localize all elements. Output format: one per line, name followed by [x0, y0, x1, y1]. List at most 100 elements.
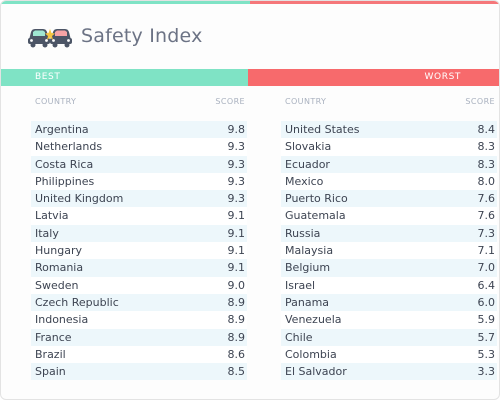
best-score-cell: 9.1 [227, 244, 246, 258]
worst-score-cell: 6.0 [477, 295, 496, 309]
best-score-cell: 8.6 [227, 347, 246, 361]
best-country-cell: Indonesia [35, 313, 89, 327]
worst-table-row: Chile 5.7 [281, 328, 497, 346]
worst-table-row: Russia 7.3 [281, 224, 497, 243]
best-table-row: Argentina 9.8 [31, 121, 247, 139]
worst-table-row: Guatemala 7.6 [281, 207, 497, 225]
worst-country-cell: El Salvador [285, 365, 347, 379]
best-country-cell: United Kingdom [35, 192, 124, 206]
worst-score-cell: 8.4 [477, 123, 496, 136]
best-table-row: United Kingdom 9.3 [31, 190, 247, 208]
worst-country-cell: Ecuador [285, 157, 330, 171]
best-score-cell: 9.1 [227, 261, 246, 275]
best-table-row: Sweden 9.0 [31, 276, 247, 294]
worst-score-cell: 5.3 [477, 347, 496, 361]
worst-table-row: Venezuela 5.9 [281, 311, 497, 329]
worst-country-cell: Guatemala [285, 209, 346, 223]
best-table-row: Czech Republic 8.9 [31, 293, 247, 312]
best-table-row: Italy 9.1 [31, 224, 247, 243]
worst-table-row: Malaysia 7.1 [281, 242, 497, 260]
page-title: Safety Index [81, 25, 203, 47]
best-table-rows: Argentina 9.8 Netherlands 9.3 Costa Rica 9.3 P… [31, 121, 247, 381]
worst-table-row: United States 8.4 [281, 121, 497, 139]
worst-score-cell: 7.0 [477, 261, 496, 275]
best-score-cell: 9.3 [227, 192, 246, 206]
worst-country-cell: Chile [285, 330, 313, 344]
worst-table-row: Colombia 5.3 [281, 345, 497, 364]
best-score-cell: 9.0 [227, 278, 246, 292]
best-country-cell: Philippines [35, 174, 95, 188]
best-country-cell: Brazil [35, 347, 66, 361]
worst-country-cell: Slovakia [285, 140, 332, 154]
best-country-cell: France [35, 330, 72, 344]
worst-score-cell: 5.9 [477, 313, 496, 327]
best-country-cell: Hungary [35, 244, 82, 258]
best-country-cell: Costa Rica [35, 157, 94, 171]
best-country-column-header: COUNTRY [35, 97, 77, 106]
worst-table: COUNTRY SCORE United States 8.4 Slovakia 8.… [281, 97, 497, 381]
top-accent-line [1, 1, 499, 4]
worst-score-cell: 7.3 [477, 226, 496, 240]
worst-score-cell: 6.4 [477, 278, 496, 292]
worst-table-row: Slovakia 8.3 [281, 138, 497, 156]
best-table-row: Brazil 8.6 [31, 345, 247, 364]
worst-country-cell: Israel [285, 278, 316, 292]
best-score-cell: 9.1 [227, 226, 246, 240]
best-table-header: COUNTRY SCORE [31, 97, 247, 113]
best-table-row: Romania 9.1 [31, 259, 247, 277]
worst-score-cell: 5.7 [477, 330, 496, 344]
best-country-cell: Spain [35, 365, 66, 379]
best-score-cell: 9.3 [227, 174, 246, 188]
worst-country-cell: Panama [285, 295, 330, 309]
best-score-cell: 9.3 [227, 140, 246, 154]
worst-country-cell: Belgium [285, 261, 331, 275]
worst-table-row: Belgium 7.0 [281, 259, 497, 277]
worst-country-cell: Colombia [285, 347, 337, 361]
best-country-cell: Argentina [35, 123, 89, 136]
worst-table-row: Ecuador 8.3 [281, 155, 497, 173]
best-table-row: Indonesia 8.9 [31, 311, 247, 329]
best-country-cell: Latvia [35, 209, 69, 223]
best-score-cell: 9.1 [227, 209, 246, 223]
worst-table-row: Mexico 8.0 [281, 172, 497, 191]
best-band-label: BEST [1, 69, 248, 86]
worst-country-cell: Venezuela [285, 313, 342, 327]
best-table-row: France 8.9 [31, 328, 247, 346]
top-accent-best [1, 1, 250, 4]
cars-logo-icon [28, 29, 72, 48]
best-score-cell: 8.5 [227, 365, 246, 379]
best-table: COUNTRY SCORE Argentina 9.8 Netherlands 9.3… [31, 97, 247, 381]
best-score-cell: 8.9 [227, 330, 246, 344]
best-score-cell: 9.3 [227, 157, 246, 171]
worst-score-cell: 8.3 [477, 140, 496, 154]
best-country-cell: Romania [35, 261, 84, 275]
worst-country-cell: United States [285, 123, 360, 136]
best-country-cell: Sweden [35, 278, 79, 292]
best-score-cell: 8.9 [227, 295, 246, 309]
best-table-row: Netherlands 9.3 [31, 138, 247, 156]
best-country-cell: Netherlands [35, 140, 103, 154]
worst-table-rows: United States 8.4 Slovakia 8.3 Ecuador 8.3 Mex… [281, 121, 497, 381]
worst-country-column-header: COUNTRY [285, 97, 327, 106]
top-accent-worst [250, 1, 499, 4]
worst-table-row: El Salvador 3.3 [281, 363, 497, 381]
worst-score-cell: 7.6 [477, 209, 496, 223]
worst-score-cell: 3.3 [477, 365, 496, 379]
worst-table-row: Israel 6.4 [281, 276, 497, 294]
worst-country-cell: Puerto Rico [285, 192, 348, 206]
best-table-row: Spain 8.5 [31, 363, 247, 381]
worst-table-row: Panama 6.0 [281, 293, 497, 312]
best-country-cell: Italy [35, 226, 59, 240]
worst-country-cell: Malaysia [285, 244, 334, 258]
header: Safety Index [1, 4, 499, 68]
best-table-row: Latvia 9.1 [31, 207, 247, 225]
worst-table-header: COUNTRY SCORE [281, 97, 497, 113]
worst-score-cell: 7.1 [477, 244, 496, 258]
worst-band-label: WORST [248, 69, 499, 86]
worst-score-cell: 8.0 [477, 174, 496, 188]
worst-country-cell: Russia [285, 226, 321, 240]
best-table-row: Hungary 9.1 [31, 242, 247, 260]
worst-score-column-header: SCORE [465, 97, 495, 106]
worst-country-cell: Mexico [285, 174, 324, 188]
